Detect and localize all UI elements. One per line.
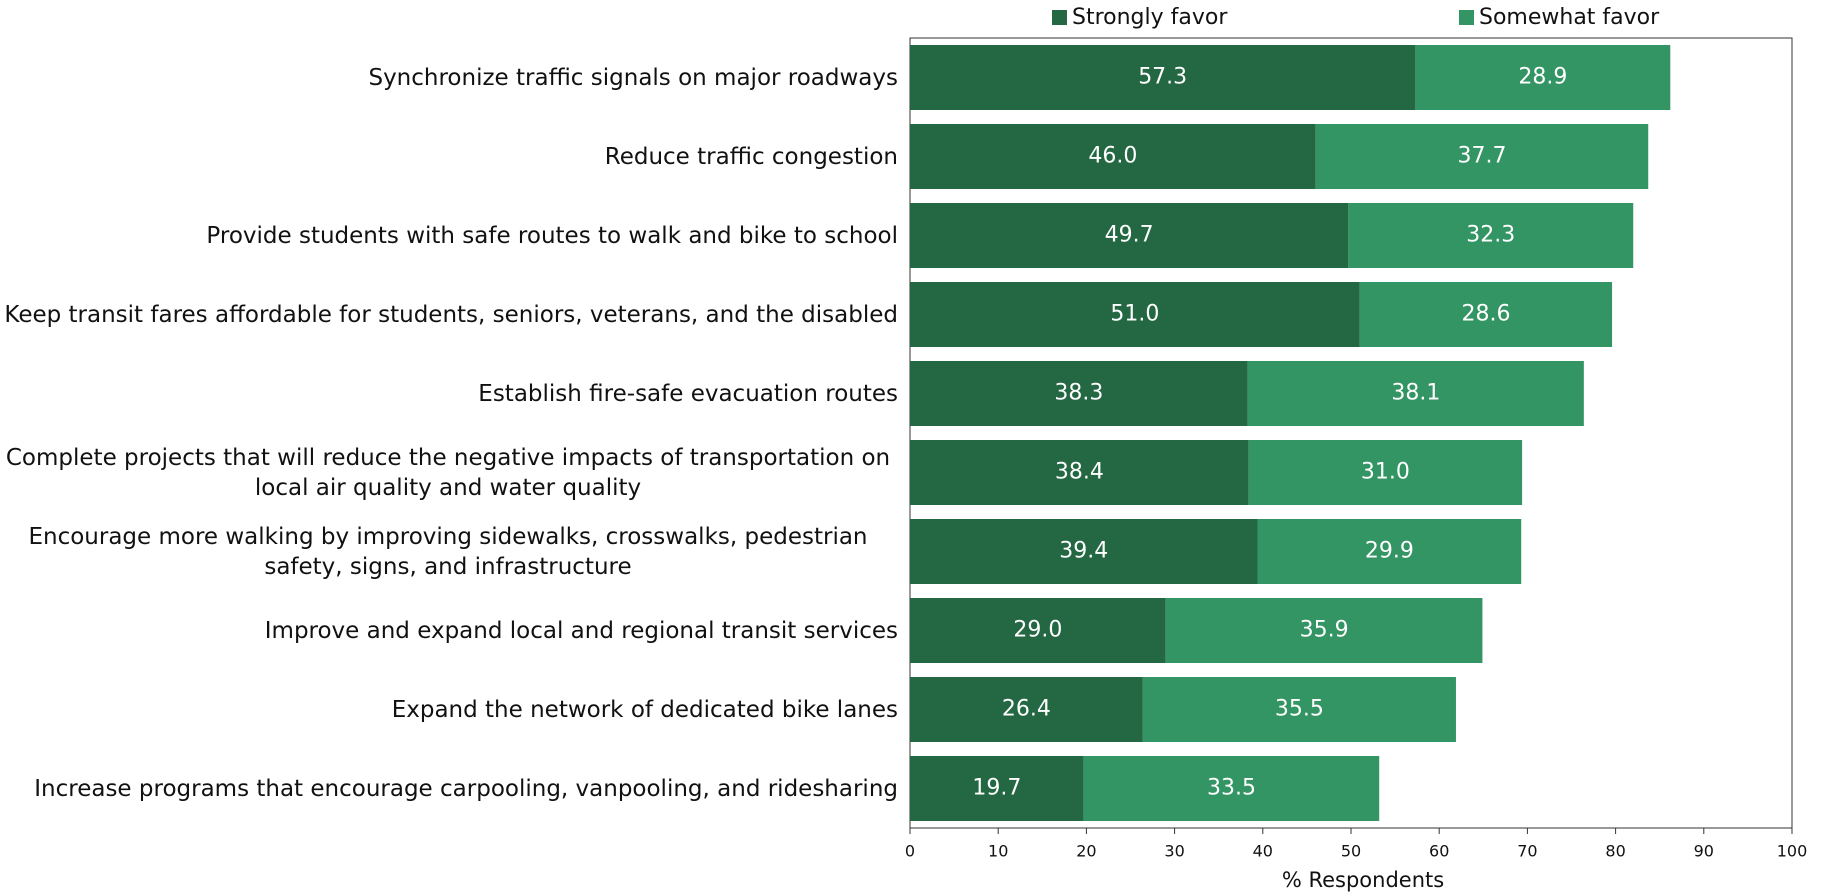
bar-segment <box>1247 361 1584 426</box>
bar-segment <box>1315 124 1649 189</box>
category-label: Keep transit fares affordable for studen… <box>4 301 898 328</box>
bar-segment <box>1142 677 1456 742</box>
value-label: 26.4 <box>1002 697 1051 722</box>
bar-segment <box>1083 756 1380 821</box>
bar-segment <box>1248 440 1523 505</box>
bar-segment <box>910 756 1084 821</box>
value-label: 19.7 <box>972 776 1021 801</box>
value-label: 35.5 <box>1275 697 1324 722</box>
category-label: Improve and expand local and regional tr… <box>264 617 898 644</box>
value-label: 38.1 <box>1391 381 1440 406</box>
category-label-box: Establish fire-safe evacuation routes <box>0 379 898 409</box>
value-label: 37.7 <box>1457 144 1506 169</box>
bar-segment <box>910 124 1316 189</box>
legend-swatch <box>1052 10 1067 25</box>
category-label-box: Encourage more walking by improving side… <box>0 522 898 582</box>
value-label: 28.9 <box>1518 65 1567 90</box>
value-label: 29.0 <box>1013 618 1062 643</box>
value-label: 46.0 <box>1088 144 1137 169</box>
bar-segment <box>1165 598 1483 663</box>
category-label: Encourage more walking by improving side… <box>28 523 868 580</box>
category-label: Synchronize traffic signals on major roa… <box>368 64 898 91</box>
bar-segment <box>910 361 1248 426</box>
x-tick-label: 90 <box>1694 842 1714 861</box>
category-label: Increase programs that encourage carpool… <box>34 775 898 802</box>
category-label: Provide students with safe routes to wal… <box>206 222 898 249</box>
x-tick-label: 20 <box>1076 842 1096 861</box>
x-tick-label: 70 <box>1517 842 1537 861</box>
value-label: 29.9 <box>1365 539 1414 564</box>
value-label: 31.0 <box>1361 460 1410 485</box>
category-label: Expand the network of dedicated bike lan… <box>391 696 898 723</box>
bar-segment <box>910 282 1360 347</box>
category-label-box: Complete projects that will reduce the n… <box>0 443 898 503</box>
x-tick-label: 40 <box>1253 842 1273 861</box>
category-label-box: Improve and expand local and regional tr… <box>0 616 898 646</box>
bar-segment <box>910 519 1258 584</box>
legend-label: Strongly favor <box>1072 5 1228 30</box>
category-label-box: Synchronize traffic signals on major roa… <box>0 63 898 93</box>
value-label: 28.6 <box>1461 302 1510 327</box>
category-label-box: Keep transit fares affordable for studen… <box>0 300 898 330</box>
value-label: 49.7 <box>1105 223 1154 248</box>
category-label: Complete projects that will reduce the n… <box>5 444 891 501</box>
value-label: 33.5 <box>1207 776 1256 801</box>
category-label-box: Expand the network of dedicated bike lan… <box>0 695 898 725</box>
category-label: Establish fire-safe evacuation routes <box>478 380 898 407</box>
category-label: Reduce traffic congestion <box>604 143 898 170</box>
x-tick-label: 0 <box>905 842 915 861</box>
value-label: 57.3 <box>1138 65 1187 90</box>
value-label: 32.3 <box>1466 223 1515 248</box>
legend-label: Somewhat favor <box>1479 5 1660 30</box>
bar-segment <box>1359 282 1613 347</box>
value-label: 39.4 <box>1059 539 1108 564</box>
bar-segment <box>910 203 1349 268</box>
bar-segment <box>1257 519 1522 584</box>
x-tick-label: 100 <box>1777 842 1808 861</box>
value-label: 35.9 <box>1300 618 1349 643</box>
x-tick-label: 50 <box>1341 842 1361 861</box>
legend-swatch <box>1459 10 1474 25</box>
bar-segment <box>1415 45 1671 110</box>
category-label-box: Reduce traffic congestion <box>0 142 898 172</box>
x-tick-label: 80 <box>1605 842 1625 861</box>
x-tick-label: 10 <box>988 842 1008 861</box>
x-axis-label: % Respondents <box>1282 868 1444 892</box>
category-label-box: Increase programs that encourage carpool… <box>0 774 898 804</box>
category-label-box: Provide students with safe routes to wal… <box>0 221 898 251</box>
bar-segment <box>1348 203 1634 268</box>
value-label: 38.4 <box>1055 460 1104 485</box>
bar-segment <box>910 45 1416 110</box>
bar-segment <box>910 677 1143 742</box>
value-label: 38.3 <box>1054 381 1103 406</box>
x-tick-label: 30 <box>1164 842 1184 861</box>
x-tick-label: 60 <box>1429 842 1449 861</box>
bar-segment <box>910 440 1249 505</box>
bar-segment <box>910 598 1166 663</box>
value-label: 51.0 <box>1110 302 1159 327</box>
